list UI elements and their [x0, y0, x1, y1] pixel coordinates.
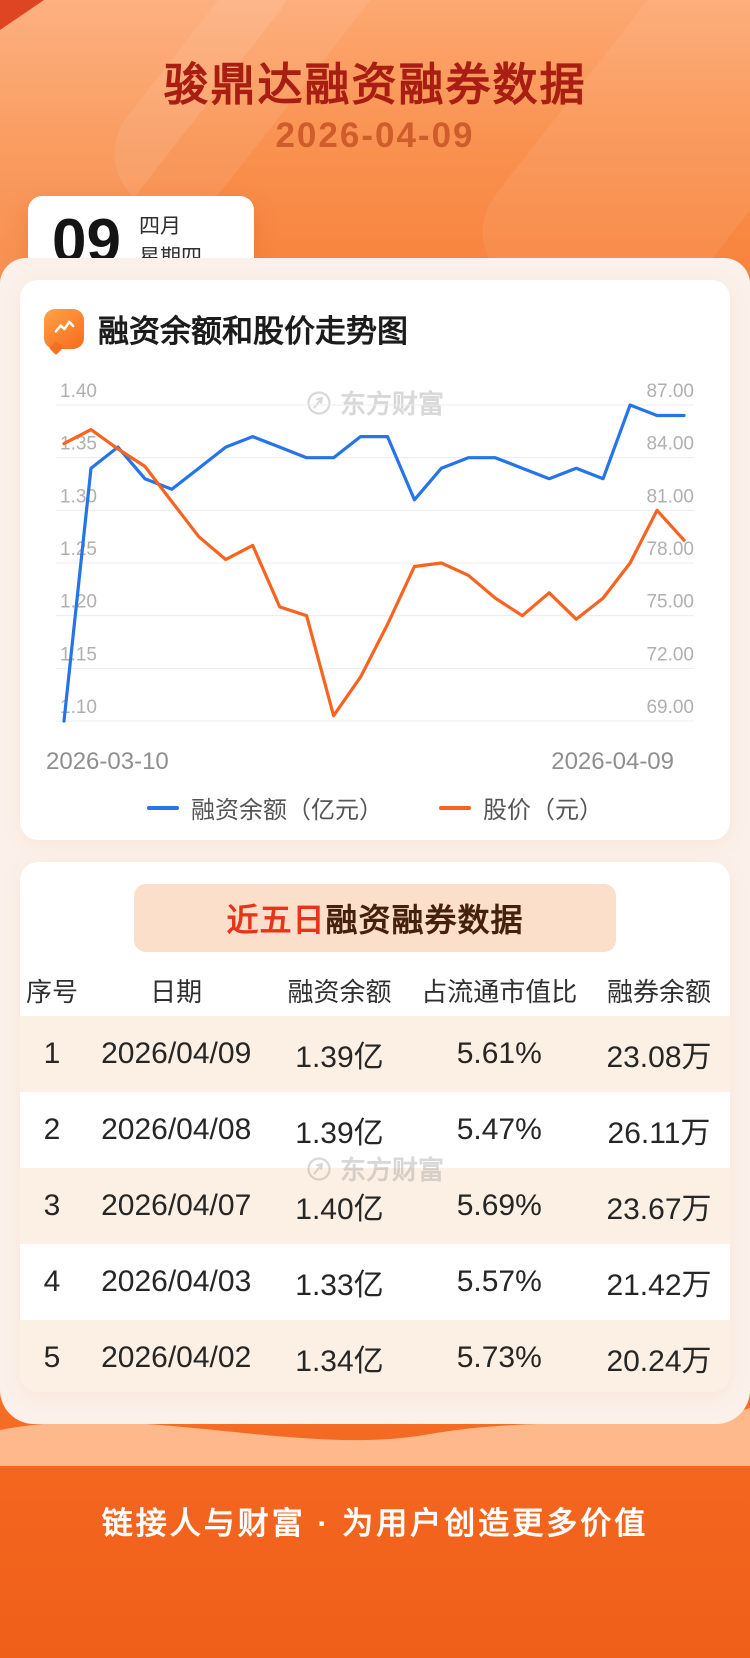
svg-text:69.00: 69.00 — [646, 697, 694, 718]
table-cell: 2026/04/02 — [101, 1341, 252, 1374]
chart-series-line — [62, 427, 686, 718]
chart-header: 融资余额和股价走势图 — [44, 306, 408, 351]
table-cell: 1.39亿 — [295, 1117, 384, 1150]
legend-item-financing: 融资余额（亿元） — [147, 790, 383, 825]
table-row: 4 2026/04/03 1.33亿 5.57% 21.42万 — [20, 1244, 730, 1320]
table-cell: 20.24万 — [606, 1345, 712, 1378]
x-axis-labels: 2026-03-10 2026-04-09 — [20, 748, 730, 776]
table-cell: 1.40亿 — [295, 1193, 384, 1226]
table-row: 5 2026/04/02 1.34亿 5.73% 20.24万 — [20, 1320, 730, 1392]
table-cell: 1.33亿 — [295, 1269, 384, 1302]
legend-label-price: 股价（元） — [483, 797, 603, 824]
svg-text:1.15: 1.15 — [60, 644, 97, 665]
svg-text:1.35: 1.35 — [60, 434, 97, 455]
table-cell: 4 — [43, 1265, 61, 1298]
svg-text:81.00: 81.00 — [646, 486, 694, 507]
table-cell: 2026/04/09 — [101, 1037, 252, 1070]
trend-chart-card: 融资余额和股价走势图 东方财富 1.40 1.35 1.30 1.25 1.20 1.15… — [20, 280, 730, 840]
table-cell: 1 — [43, 1037, 61, 1070]
table-cell: 2026/04/08 — [101, 1113, 252, 1146]
table-header-cell: 序号 — [25, 976, 78, 1007]
footer-slogan: 链接人与财富 · 为用户创造更多价值 — [101, 1506, 649, 1541]
watermark: 东方财富 — [20, 1150, 730, 1187]
svg-text:75.00: 75.00 — [646, 592, 694, 613]
footer-wave-decoration — [0, 1396, 750, 1471]
table-cell: 5.73% — [456, 1341, 542, 1374]
trend-chart-svg: 1.40 1.35 1.30 1.25 1.20 1.15 1.10 87.00 84.00 81… — [56, 381, 694, 723]
svg-text:78.00: 78.00 — [646, 539, 694, 560]
table-row: 3 2026/04/07 1.40亿 5.69% 23.67万 — [20, 1168, 730, 1244]
table-row: 2 2026/04/08 1.39亿 5.47% 26.11万 — [20, 1092, 730, 1168]
svg-text:1.20: 1.20 — [60, 592, 97, 613]
legend-swatch-financing — [147, 805, 179, 810]
x-axis-start-label: 2026-03-10 — [46, 748, 169, 775]
chart-legend: 融资余额（亿元） 股价（元） — [20, 790, 730, 825]
table-header-row: 序号 日期 融资余额 占流通市值比 融券余额 — [20, 964, 730, 1016]
watermark: 东方财富 — [20, 384, 730, 421]
table-title-highlight: 近五日 — [226, 902, 326, 938]
svg-text:72.00: 72.00 — [646, 644, 694, 665]
table-header-cell: 融资余额 — [287, 976, 392, 1007]
legend-swatch-price — [439, 805, 471, 810]
table-header-cell: 日期 — [150, 976, 203, 1007]
chart-series-line — [62, 403, 686, 723]
eastmoney-logo-icon — [307, 390, 331, 415]
table-cell: 26.11万 — [607, 1117, 711, 1150]
line-chart-icon — [44, 308, 84, 349]
content-sheet: 融资余额和股价走势图 东方财富 1.40 1.35 1.30 1.25 1.20 1.15… — [0, 258, 750, 1424]
table-header-cell: 融券余额 — [606, 976, 711, 1007]
table-cell: 21.42万 — [606, 1269, 712, 1302]
x-axis-end-label: 2026-04-09 — [551, 748, 674, 775]
table-cell: 23.67万 — [606, 1193, 712, 1226]
table-cell: 2026/04/03 — [101, 1265, 252, 1298]
table-cell: 5.47% — [456, 1113, 542, 1146]
table-cell: 1.39亿 — [295, 1041, 384, 1074]
table-cell: 23.08万 — [606, 1041, 712, 1074]
table-title-badge: 近五日融资融券数据 — [134, 884, 616, 952]
legend-item-price: 股价（元） — [439, 790, 603, 825]
table-cell: 5 — [43, 1341, 61, 1374]
five-day-data-card: 近五日融资融券数据 序号 日期 融资余额 占流通市值比 融券余额 1 2026/04/09… — [20, 862, 730, 1392]
svg-text:1.40: 1.40 — [60, 381, 97, 402]
legend-label-financing: 融资余额（亿元） — [191, 797, 383, 824]
svg-text:84.00: 84.00 — [646, 434, 694, 455]
corner-ribbon-decoration — [0, 0, 44, 30]
svg-text:1.25: 1.25 — [60, 539, 97, 560]
table-cell: 5.61% — [456, 1037, 542, 1070]
table-row: 1 2026/04/09 1.39亿 5.61% 23.08万 — [20, 1016, 730, 1092]
table-cell: 5.57% — [456, 1265, 542, 1298]
table-title-rest: 融资融券数据 — [325, 902, 524, 938]
svg-text:1.10: 1.10 — [60, 697, 97, 718]
chart-section-title: 融资余额和股价走势图 — [98, 314, 408, 349]
page-title: 骏鼎达融资融券数据 — [163, 59, 587, 110]
svg-text:87.00: 87.00 — [646, 381, 694, 402]
eastmoney-logo-icon — [307, 1156, 331, 1181]
table-title-wrap: 近五日融资融券数据 — [20, 884, 730, 952]
date-month: 四月 — [138, 214, 181, 238]
watermark-text: 东方财富 — [339, 1155, 444, 1185]
table-cell: 5.69% — [456, 1189, 542, 1222]
table-header-cell: 占流通市值比 — [421, 976, 578, 1007]
svg-text:1.30: 1.30 — [60, 486, 97, 507]
page-date: 2026-04-09 — [275, 116, 475, 155]
watermark-text: 东方财富 — [339, 389, 444, 419]
table-body: 1 2026/04/09 1.39亿 5.61% 23.08万 2 2026/04/08 1.… — [20, 1016, 730, 1392]
table-cell: 3 — [43, 1189, 61, 1222]
table-cell: 2 — [43, 1113, 61, 1146]
table-cell: 1.34亿 — [295, 1345, 384, 1378]
table-cell: 2026/04/07 — [101, 1189, 252, 1222]
